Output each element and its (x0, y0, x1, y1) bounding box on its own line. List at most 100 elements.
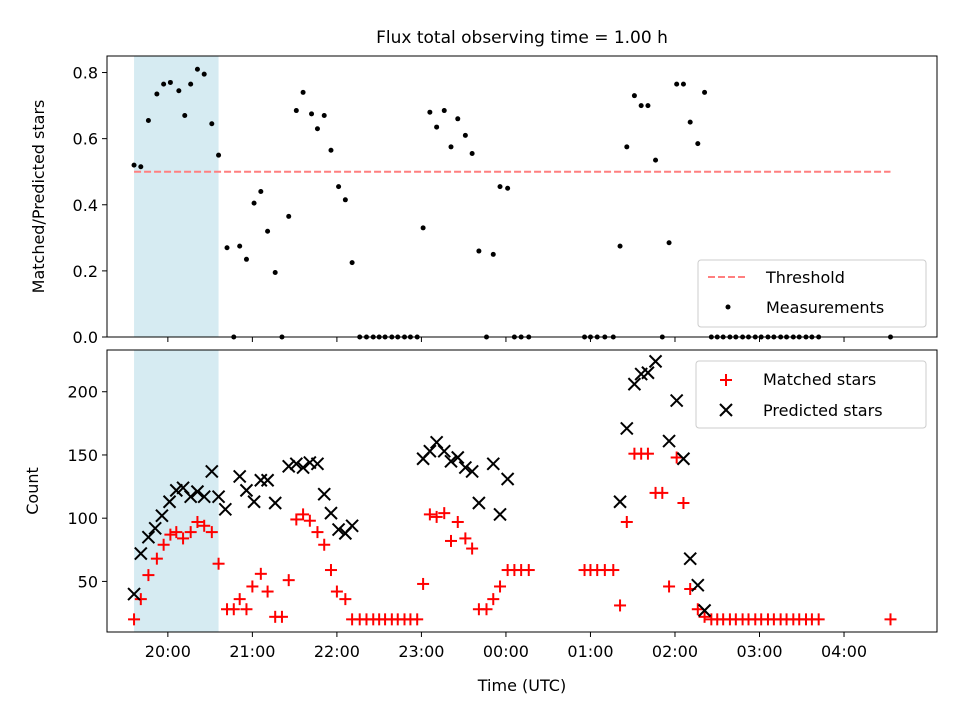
measurement-point (237, 243, 243, 249)
predicted-point (190, 484, 205, 499)
legend: Matched stars Predicted stars (695, 360, 927, 429)
matched-point (297, 508, 310, 521)
predicted-point (324, 506, 338, 520)
measurement-point (182, 113, 188, 119)
matched-point (205, 526, 218, 539)
y-tick-label: 200 (67, 383, 98, 402)
matched-point (423, 508, 436, 521)
predicted-point (486, 457, 500, 471)
predicted-point (218, 502, 233, 517)
matched-point (191, 515, 204, 528)
matched-point (134, 593, 147, 606)
measurement-point (680, 81, 686, 87)
x-tick-label: 22:00 (314, 642, 360, 661)
measurement-point (314, 126, 320, 132)
y-axis-label: Count (23, 467, 42, 515)
matched-point (330, 585, 343, 598)
predicted-point (669, 393, 684, 408)
measurement-point (209, 121, 215, 127)
x-tick-label: 04:00 (821, 642, 867, 661)
matched-point (656, 486, 669, 499)
matched-point (438, 507, 451, 520)
measurement-point (505, 185, 511, 191)
y-axis-label: Matched/Predicted stars (29, 100, 48, 294)
matched-point (275, 610, 288, 623)
matched-point (261, 585, 274, 598)
y-tick-label: 0.6 (73, 130, 98, 149)
predicted-point (197, 489, 211, 504)
matched-point (240, 603, 253, 616)
legend-label-matched: Matched stars (763, 370, 876, 389)
matched-point (184, 526, 197, 539)
measurement-point (666, 240, 672, 246)
matched-point (290, 513, 303, 526)
measurement-point (476, 248, 482, 254)
predicted-point (232, 469, 247, 484)
matched-point (691, 603, 704, 616)
y-tick-label: 100 (67, 509, 98, 528)
measurement-point (258, 189, 264, 195)
matched-point (150, 552, 163, 565)
matched-point (459, 532, 472, 545)
measurement-point (441, 108, 447, 114)
predicted-point (493, 507, 507, 522)
measurement-point (293, 108, 299, 114)
matched-point (487, 593, 500, 606)
predicted-point (648, 354, 663, 369)
matched-point (614, 599, 627, 612)
legend-label-predicted: Predicted stars (763, 401, 883, 420)
matched-point (164, 528, 177, 541)
measurement-point (420, 225, 426, 231)
matched-point (698, 610, 711, 623)
predicted-point (627, 377, 642, 391)
legend-label-measurements: Measurements (766, 298, 884, 317)
matched-point (494, 580, 507, 593)
predicted-point (127, 587, 141, 601)
predicted-point (331, 522, 346, 537)
measurement-point (131, 162, 137, 168)
matched-point (227, 603, 240, 616)
matched-point (157, 538, 170, 551)
measurement-point (154, 91, 160, 97)
measurement-point (342, 197, 348, 203)
measurement-point (631, 93, 637, 99)
matched-point (142, 569, 155, 582)
predicted-points (127, 354, 712, 618)
matched-point (466, 542, 479, 555)
measurement-point (224, 245, 230, 251)
matched-point (607, 564, 620, 577)
predicted-point (465, 464, 479, 479)
measurement-point (455, 116, 461, 122)
highlight-span (134, 56, 219, 337)
top-panel: 0.00.20.40.60.8 Matched/Predicted stars … (29, 55, 938, 347)
predicted-point (134, 546, 148, 561)
predicted-point (444, 454, 458, 468)
predicted-point (141, 530, 156, 544)
measurement-point (188, 81, 194, 87)
predicted-point (289, 457, 304, 471)
matched-point (311, 526, 324, 539)
measurement-point (328, 147, 334, 153)
matched-point (177, 532, 190, 545)
predicted-point (183, 489, 198, 504)
x-tick-label: 20:00 (145, 642, 191, 661)
x-tick-label: 02:00 (652, 642, 698, 661)
predicted-point (260, 473, 275, 487)
matched-point (198, 519, 211, 532)
x-tick-label: 00:00 (483, 642, 529, 661)
matched-point (318, 538, 331, 551)
predicted-point (310, 457, 325, 471)
matched-point (812, 613, 825, 626)
predicted-point (296, 460, 310, 475)
predicted-point (317, 487, 331, 501)
matched-points (128, 447, 897, 626)
measurement-point (272, 270, 278, 276)
measurement-point (448, 144, 454, 150)
predicted-point (500, 472, 515, 486)
matched-point (303, 514, 316, 527)
predicted-point (148, 521, 162, 536)
predicted-point (641, 366, 655, 380)
x-tick-label: 23:00 (398, 642, 444, 661)
x-tick-label: 01:00 (567, 642, 613, 661)
